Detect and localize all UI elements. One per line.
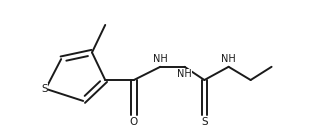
Text: S: S: [201, 117, 208, 128]
Text: S: S: [41, 84, 48, 94]
Text: NH: NH: [153, 54, 168, 64]
Text: O: O: [130, 117, 138, 128]
Text: NH: NH: [221, 54, 236, 64]
Text: NH: NH: [177, 69, 192, 79]
